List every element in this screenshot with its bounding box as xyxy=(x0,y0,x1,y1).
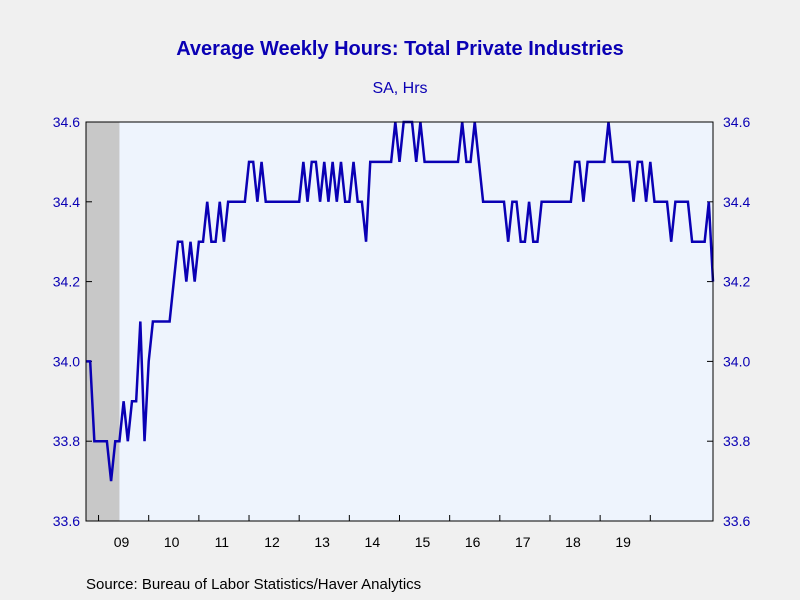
y-tick-label-right: 34.2 xyxy=(723,274,750,290)
x-tick-label: 17 xyxy=(515,534,531,550)
chart-title: Average Weekly Hours: Total Private Indu… xyxy=(176,38,624,60)
y-tick-label-left: 33.6 xyxy=(53,513,80,529)
x-tick-label: 15 xyxy=(415,534,431,550)
x-tick-label: 09 xyxy=(114,534,130,550)
y-tick-label-right: 34.4 xyxy=(723,194,750,210)
y-axis-right: 33.6 33.8 34.0 34.2 34.4 34.6 xyxy=(707,114,750,529)
y-tick-label-left: 34.4 xyxy=(53,194,80,210)
y-tick-label-left: 34.0 xyxy=(53,353,80,369)
y-tick-label-right: 33.6 xyxy=(723,513,750,529)
x-tick-label: 10 xyxy=(164,534,180,550)
y-tick-label-left: 34.6 xyxy=(53,114,80,130)
x-axis: 09 10 11 12 13 14 15 16 17 18 19 xyxy=(98,515,651,550)
plot-area xyxy=(86,122,713,521)
x-tick-label: 19 xyxy=(615,534,631,550)
x-tick-label: 11 xyxy=(215,534,230,550)
y-tick-label-left: 34.2 xyxy=(53,274,80,290)
plot-frame xyxy=(85,121,714,522)
x-tick-label: 16 xyxy=(465,534,481,550)
source-note: Source: Bureau of Labor Statistics/Haver… xyxy=(86,576,422,593)
x-tick-label: 14 xyxy=(365,534,381,550)
y-tick-label-right: 34.6 xyxy=(723,114,750,130)
y-tick-label-left: 33.8 xyxy=(53,433,80,449)
y-tick-label-right: 33.8 xyxy=(723,433,750,449)
x-tick-label: 18 xyxy=(565,534,581,550)
x-tick-label: 13 xyxy=(314,534,330,550)
x-tick-label: 12 xyxy=(264,534,280,550)
chart-subtitle: SA, Hrs xyxy=(372,80,428,97)
y-tick-label-right: 34.0 xyxy=(723,353,750,369)
